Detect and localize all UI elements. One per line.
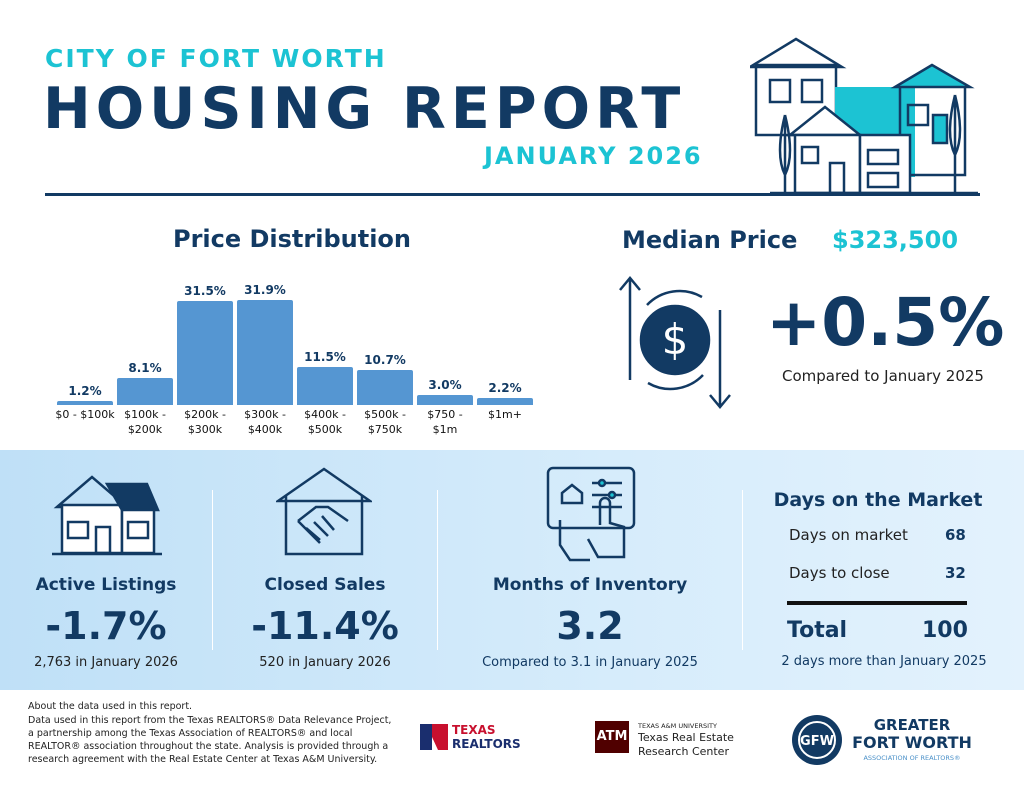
median-note: Compared to January 2025	[782, 367, 984, 385]
stat-value: -1.7%	[45, 604, 167, 648]
divider	[212, 490, 213, 650]
svg-text:GFW: GFW	[800, 734, 834, 749]
days-row-value: 68	[945, 526, 966, 544]
category-label: $200k - $300k	[184, 408, 226, 436]
stat-label: Closed Sales	[264, 575, 386, 595]
houses-illustration	[750, 37, 978, 195]
category-label: $100k - $200k	[124, 408, 166, 436]
value-label: 8.1%	[128, 361, 162, 376]
stats-band	[0, 450, 1024, 690]
dollar-icon: $	[619, 276, 731, 409]
date: JANUARY 2026	[484, 142, 703, 170]
gfw-line2: FORT WORTH	[852, 733, 972, 752]
footer-text: Data used in this report from the Texas …	[28, 715, 392, 765]
category-label: $300k - $400k	[244, 408, 286, 436]
house-icon	[52, 475, 162, 556]
value-label: 3.0%	[428, 378, 462, 393]
stat-label: Active Listings	[35, 575, 177, 595]
value-label: 31.5%	[184, 284, 226, 299]
footer-heading: About the data used in this report.	[28, 701, 193, 712]
category-label: $0 - $100k	[55, 408, 115, 421]
gfw-mark: GFW	[792, 715, 842, 765]
stat-label: Months of Inventory	[492, 575, 688, 595]
divider	[742, 490, 743, 650]
value-label: 11.5%	[304, 350, 346, 365]
category-label: $750 - $1m	[427, 408, 463, 436]
texas-realtors-mark	[420, 724, 448, 750]
bar	[357, 369, 413, 405]
stat-note: 2,763 in January 2026	[34, 655, 178, 670]
total-rule	[787, 601, 967, 605]
header-rule	[45, 193, 980, 196]
stat-note: 520 in January 2026	[259, 655, 391, 670]
city: CITY OF FORT WORTH	[45, 44, 387, 73]
stat-value: 3.2	[556, 604, 624, 648]
total-label: Total	[787, 618, 848, 643]
median-change: +0.5%	[766, 284, 1005, 361]
gfw-line3: ASSOCIATION OF REALTORS®	[863, 754, 961, 762]
days-row-label: Days on market	[789, 526, 908, 544]
bar	[297, 367, 353, 405]
days-note: 2 days more than January 2025	[781, 654, 987, 669]
gfw-line1: GREATER	[873, 716, 951, 734]
tamu-line: Texas Real Estate	[638, 731, 734, 744]
days-row-value: 32	[945, 564, 966, 582]
tamu-mark: ATM	[595, 721, 629, 753]
texas-realtors-1: TEXAS	[452, 723, 496, 737]
bar	[57, 401, 113, 405]
category-label: $500k - $750k	[364, 408, 406, 436]
stat-note: Compared to 3.1 in January 2025	[482, 655, 698, 670]
value-label: 1.2%	[68, 384, 102, 399]
handshake-icon	[276, 467, 372, 556]
bar	[477, 397, 533, 405]
days-title: Days on the Market	[773, 489, 983, 511]
chart-title: Price Distribution	[172, 225, 412, 253]
svg-text:$: $	[662, 315, 689, 364]
bar	[417, 395, 473, 405]
bar	[237, 300, 293, 405]
divider	[437, 490, 438, 650]
days-row-label: Days to close	[789, 564, 890, 582]
value-label: 2.2%	[488, 380, 522, 395]
category-label: $400k - $500k	[304, 408, 346, 436]
value-label: 10.7%	[364, 352, 406, 367]
tamu-small: TEXAS A&M UNIVERSITY	[638, 722, 717, 730]
category-label: $1m+	[488, 408, 522, 421]
bar	[117, 378, 173, 405]
tablet-icon	[546, 466, 636, 562]
texas-realtors-2: REALTORS	[452, 737, 521, 751]
total-value: 100	[922, 618, 968, 643]
stat-value: -11.4%	[251, 604, 399, 648]
value-label: 31.9%	[244, 283, 286, 297]
bar	[177, 301, 233, 405]
median-value: $323,500	[832, 226, 959, 254]
median-label: Median Price	[622, 226, 798, 254]
title: HOUSING REPORT	[43, 76, 686, 142]
tamu-line: Research Center	[638, 745, 729, 758]
